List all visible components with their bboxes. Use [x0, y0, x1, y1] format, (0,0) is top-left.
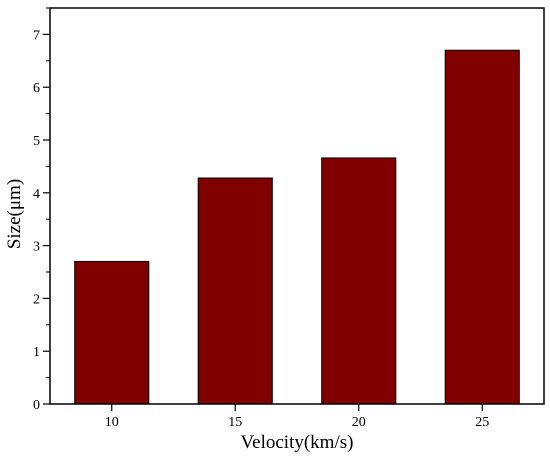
bar-15 [197, 177, 273, 405]
y-tick-label: 5 [33, 134, 40, 149]
ticks-layer: 0 1 2 3 4 5 6 7 10 15 20 25 [33, 7, 489, 430]
x-tick-label: 20 [352, 415, 366, 430]
y-tick-label: 6 [33, 81, 40, 96]
x-axis-title: Velocity(km/s) [241, 432, 354, 453]
y-tick-label: 3 [33, 240, 40, 255]
y-axis-title: Size(μm) [4, 179, 25, 249]
bars-layer [74, 49, 520, 405]
bar-25 [444, 49, 520, 405]
plot-frame [49, 7, 545, 405]
axes-layer [49, 7, 545, 405]
y-tick-label: 1 [33, 345, 40, 360]
x-tick-label: 25 [475, 415, 489, 430]
bar-20 [321, 157, 397, 405]
bar-10 [74, 260, 150, 405]
y-tick-label: 4 [33, 187, 40, 202]
y-tick-label: 0 [33, 398, 40, 413]
x-tick-label: 15 [228, 415, 242, 430]
y-tick-label: 7 [33, 28, 40, 43]
y-tick-label: 2 [33, 292, 40, 307]
x-tick-label: 10 [105, 415, 119, 430]
